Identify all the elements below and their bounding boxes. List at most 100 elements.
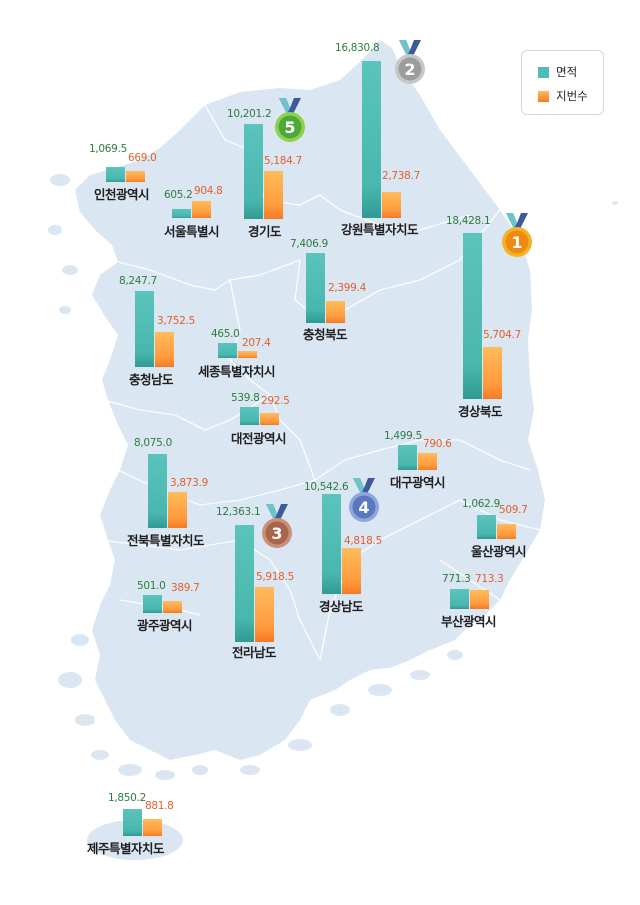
lots-value: 5,918.5 (256, 571, 294, 583)
area-bar (244, 124, 263, 219)
region-jeonnam: 12,363.1 5,918.5 전라남도 (216, 506, 325, 666)
lots-bar (126, 171, 145, 182)
region-chungbuk: 7,406.9 2,399.4 충청북도 (290, 238, 386, 348)
medal-rank-1-icon: 1 (502, 213, 532, 257)
region-seoul: 605.2 904.8 서울특별시 (164, 180, 252, 240)
area-value: 10,201.2 (227, 108, 272, 120)
area-value: 16,830.8 (335, 42, 380, 54)
region-jeonbuk: 8,075.0 3,873.9 전북특별자치도 (127, 437, 228, 548)
region-label: 경기도 (248, 224, 282, 239)
region-jeju: 1,850.2 881.8 제주특별자치도 (87, 792, 213, 862)
region-gyeongnam: 10,542.6 4,818.5 경상남도 (304, 481, 412, 621)
area-value: 465.0 (211, 328, 240, 340)
area-bar (106, 167, 125, 182)
region-label: 대전광역시 (231, 431, 287, 446)
lots-bar (497, 524, 516, 539)
lots-value: 2,738.7 (382, 170, 420, 182)
area-value: 8,075.0 (134, 437, 172, 449)
lots-value: 207.4 (242, 337, 271, 349)
area-value: 12,363.1 (216, 506, 261, 518)
region-label: 대구광역시 (390, 475, 446, 490)
lots-bar (326, 301, 345, 323)
area-value: 605.2 (164, 189, 193, 201)
lots-bar (143, 819, 162, 836)
medal-rank-4-icon: 4 (349, 478, 379, 522)
lots-value: 713.3 (475, 573, 504, 585)
lots-bar (483, 347, 502, 399)
area-bar (450, 589, 469, 609)
area-bar (123, 809, 142, 836)
lots-value: 509.7 (499, 504, 528, 516)
lots-value: 2,399.4 (328, 282, 366, 294)
area-value: 539.8 (231, 392, 260, 404)
area-bar (235, 525, 254, 642)
region-gwangju: 501.0 389.7 광주광역시 (137, 580, 223, 640)
area-bar (398, 445, 417, 470)
region-daegu: 1,499.5 790.6 대구광역시 (384, 430, 478, 490)
lots-value: 669.0 (128, 152, 157, 164)
medal-number: 3 (271, 524, 282, 543)
lots-bar (255, 587, 274, 642)
lots-bar (382, 192, 401, 218)
medal-number: 1 (511, 233, 522, 252)
region-label: 경상북도 (458, 404, 503, 419)
area-bar (362, 61, 381, 218)
legend-item-lots: 지번수 (538, 88, 588, 104)
area-bar (306, 253, 325, 323)
medal-number: 5 (284, 118, 295, 137)
region-daejeon: 539.8 292.5 대전광역시 (231, 392, 320, 452)
lots-bar (260, 413, 279, 425)
region-gangwon: 16,830.8 2,738.7 강원특별자치도 (335, 42, 462, 242)
region-label: 전라남도 (232, 645, 277, 660)
medal-number: 2 (404, 60, 415, 79)
region-label: 서울특별시 (164, 224, 220, 239)
lots-bar (418, 453, 437, 470)
area-value: 8,247.7 (119, 275, 157, 287)
lots-bar (163, 601, 182, 613)
lots-bar (470, 590, 489, 609)
lots-value: 5,704.7 (483, 329, 521, 341)
lots-bar (238, 351, 257, 358)
chart-legend: 면적 지번수 (521, 50, 604, 115)
region-label: 제주특별자치도 (87, 841, 165, 856)
lots-value: 389.7 (171, 582, 200, 594)
lots-value: 904.8 (194, 185, 223, 197)
area-value: 18,428.1 (446, 215, 491, 227)
area-value: 7,406.9 (290, 238, 328, 250)
area-bar (477, 515, 496, 539)
area-value: 501.0 (137, 580, 166, 592)
region-label: 광주광역시 (137, 618, 193, 633)
region-label: 경상남도 (319, 599, 364, 614)
lots-value: 5,184.7 (264, 155, 302, 167)
medal-rank-2-icon: 2 (395, 40, 425, 84)
region-busan: 771.3 713.3 부산광역시 (441, 573, 530, 633)
area-value: 1,850.2 (108, 792, 146, 804)
legend-swatch-area (538, 66, 549, 78)
region-label: 강원특별자치도 (341, 222, 419, 237)
medal-number: 4 (358, 498, 369, 517)
medal-rank-5-icon: 5 (275, 98, 305, 142)
area-bar (135, 291, 154, 367)
area-bar (218, 343, 237, 358)
area-value: 771.3 (442, 573, 471, 585)
region-label: 인천광역시 (94, 187, 150, 202)
area-value: 1,069.5 (89, 143, 127, 155)
region-sejong: 465.0 207.4 세종특별자치시 (198, 328, 298, 388)
lots-value: 790.6 (423, 438, 452, 450)
lots-value: 292.5 (261, 395, 290, 407)
region-label: 충청북도 (303, 327, 348, 342)
legend-label-area: 면적 (556, 65, 578, 79)
lots-value: 4,818.5 (344, 535, 382, 547)
area-bar (172, 209, 191, 218)
area-bar (148, 454, 167, 528)
region-label: 세종특별자치시 (198, 364, 276, 379)
area-value: 1,062.9 (462, 498, 500, 510)
legend-label-lots: 지번수 (556, 89, 588, 103)
lots-bar (192, 201, 211, 218)
medal-rank-3-icon: 3 (262, 504, 292, 548)
region-gyeongbuk: 18,428.1 5,704.7 경상북도 (446, 215, 563, 425)
region-gyeonggi: 10,201.2 5,184.7 경기도 (227, 108, 324, 248)
lots-value: 3,752.5 (157, 315, 195, 327)
area-bar (143, 595, 162, 613)
